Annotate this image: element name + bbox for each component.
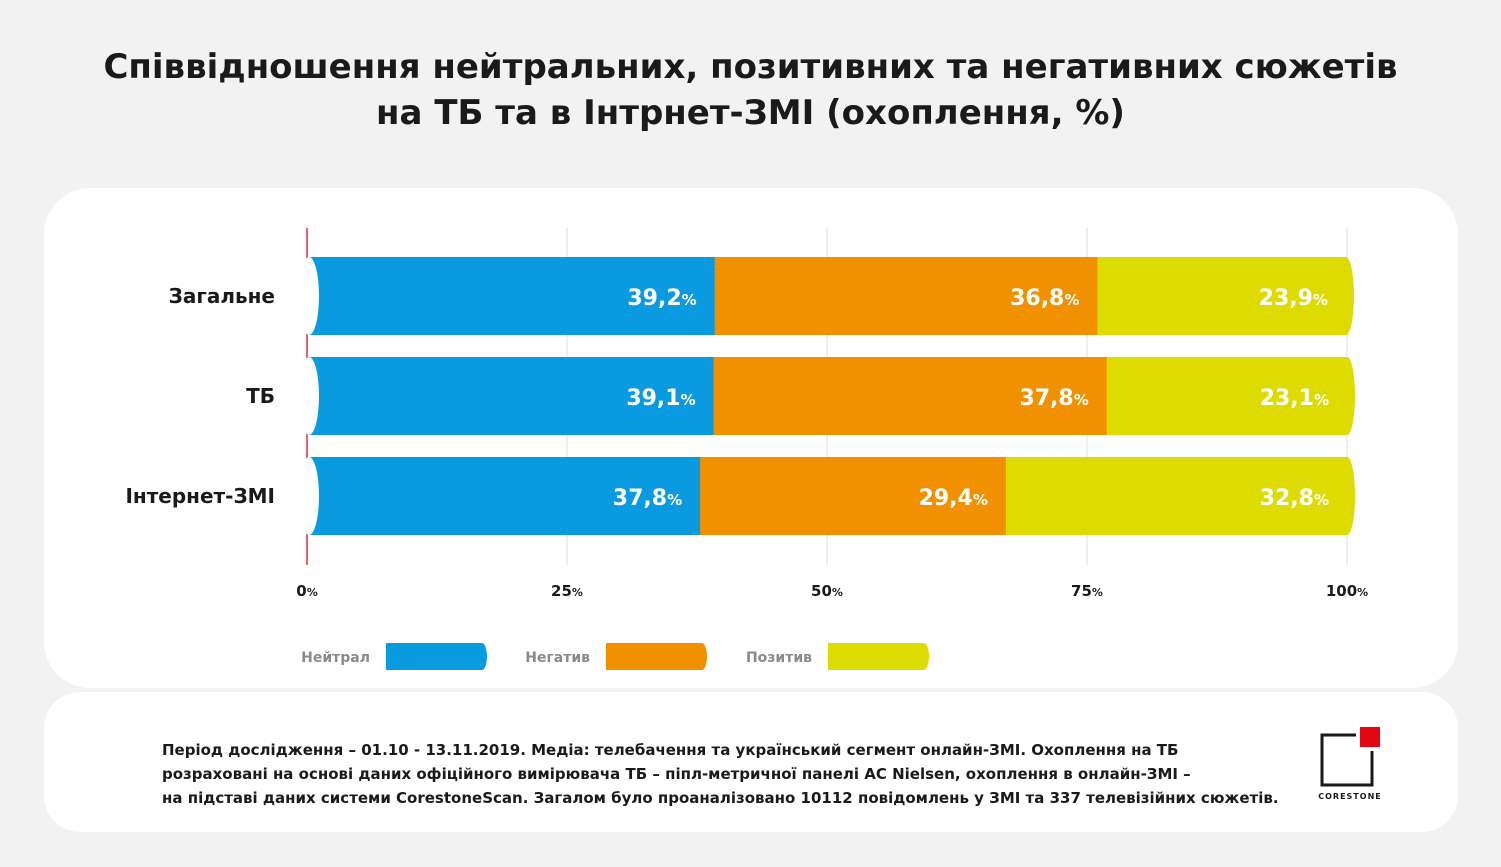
labels-layer: Загальне 39,2% 36,8% 23,9% ТБ 39,1% 37,8% 23,1%… <box>125 284 1329 511</box>
bar-segment-cap <box>1339 357 1355 435</box>
legend-swatch-cap <box>697 643 707 670</box>
bar-segment <box>1106 357 1347 435</box>
category-label: ТБ <box>246 384 275 408</box>
data-label: 37,8% <box>1019 386 1088 411</box>
x-tick-label: 50% <box>811 582 843 600</box>
data-label: 37,8% <box>613 486 682 511</box>
methodology-line-1: Період дослідження – 01.10 - 13.11.2019.… <box>162 741 1179 759</box>
x-tick-label: 100% <box>1326 582 1368 600</box>
bar-segment-cap <box>1339 457 1355 535</box>
legend-label: Позитив <box>746 650 812 666</box>
bar-segment <box>307 357 716 435</box>
bars-layer <box>299 257 1355 535</box>
bar-segment <box>714 257 1100 335</box>
bar-start-notch <box>299 357 319 435</box>
data-label: 32,8% <box>1260 486 1329 511</box>
bar-segment <box>1005 457 1347 535</box>
footer-card <box>44 692 1458 832</box>
legend-label: Нейтрал <box>301 650 370 666</box>
corestone-logo-icon <box>1320 727 1380 787</box>
legend-swatch <box>606 643 702 670</box>
legend-swatch-cap <box>919 643 929 670</box>
methodology-line-3: на підставі даних системи CorestoneScan.… <box>162 789 1279 807</box>
bar-segment-cap <box>1337 257 1354 335</box>
category-label: Загальне <box>169 284 275 308</box>
legend-layer: Нейтрал Негатив Позитив <box>301 643 929 670</box>
legend-swatch <box>386 643 482 670</box>
logo-wordmark: CORESTONE <box>1318 792 1382 801</box>
legend-swatch-cap <box>477 643 487 670</box>
data-label: 36,8% <box>1010 286 1079 311</box>
chart-title-line-1: Співвідношення нейтральних, позитивних т… <box>103 47 1398 87</box>
bar-segment <box>307 457 703 535</box>
bar-segment <box>713 357 1109 435</box>
bar-start-notch <box>299 457 319 535</box>
data-label: 39,1% <box>626 386 695 411</box>
bar-start-notch <box>299 257 319 335</box>
legend-swatch <box>828 643 924 670</box>
data-label: 23,9% <box>1259 286 1328 311</box>
category-label: Інтернет-ЗМІ <box>125 484 275 508</box>
bar-segment <box>700 457 1008 535</box>
chart-title-line-2: на ТБ та в Інтрнет-ЗМІ (охоплення, %) <box>376 93 1125 133</box>
x-tick-label: 0% <box>296 582 317 600</box>
bar-segment <box>307 257 717 335</box>
legend-label: Негатив <box>525 650 590 666</box>
methodology-note: Період дослідження – 01.10 - 13.11.2019.… <box>162 738 1292 810</box>
data-label: 29,4% <box>919 486 988 511</box>
bar-segment <box>1097 257 1346 335</box>
x-tick-label: 75% <box>1071 582 1103 600</box>
chart-title: Співвідношення нейтральних, позитивних т… <box>0 44 1501 136</box>
methodology-line-2: розраховані на основі даних офіційного в… <box>162 765 1191 783</box>
x-tick-label: 25% <box>551 582 583 600</box>
data-label: 39,2% <box>627 286 696 311</box>
data-label: 23,1% <box>1260 386 1329 411</box>
